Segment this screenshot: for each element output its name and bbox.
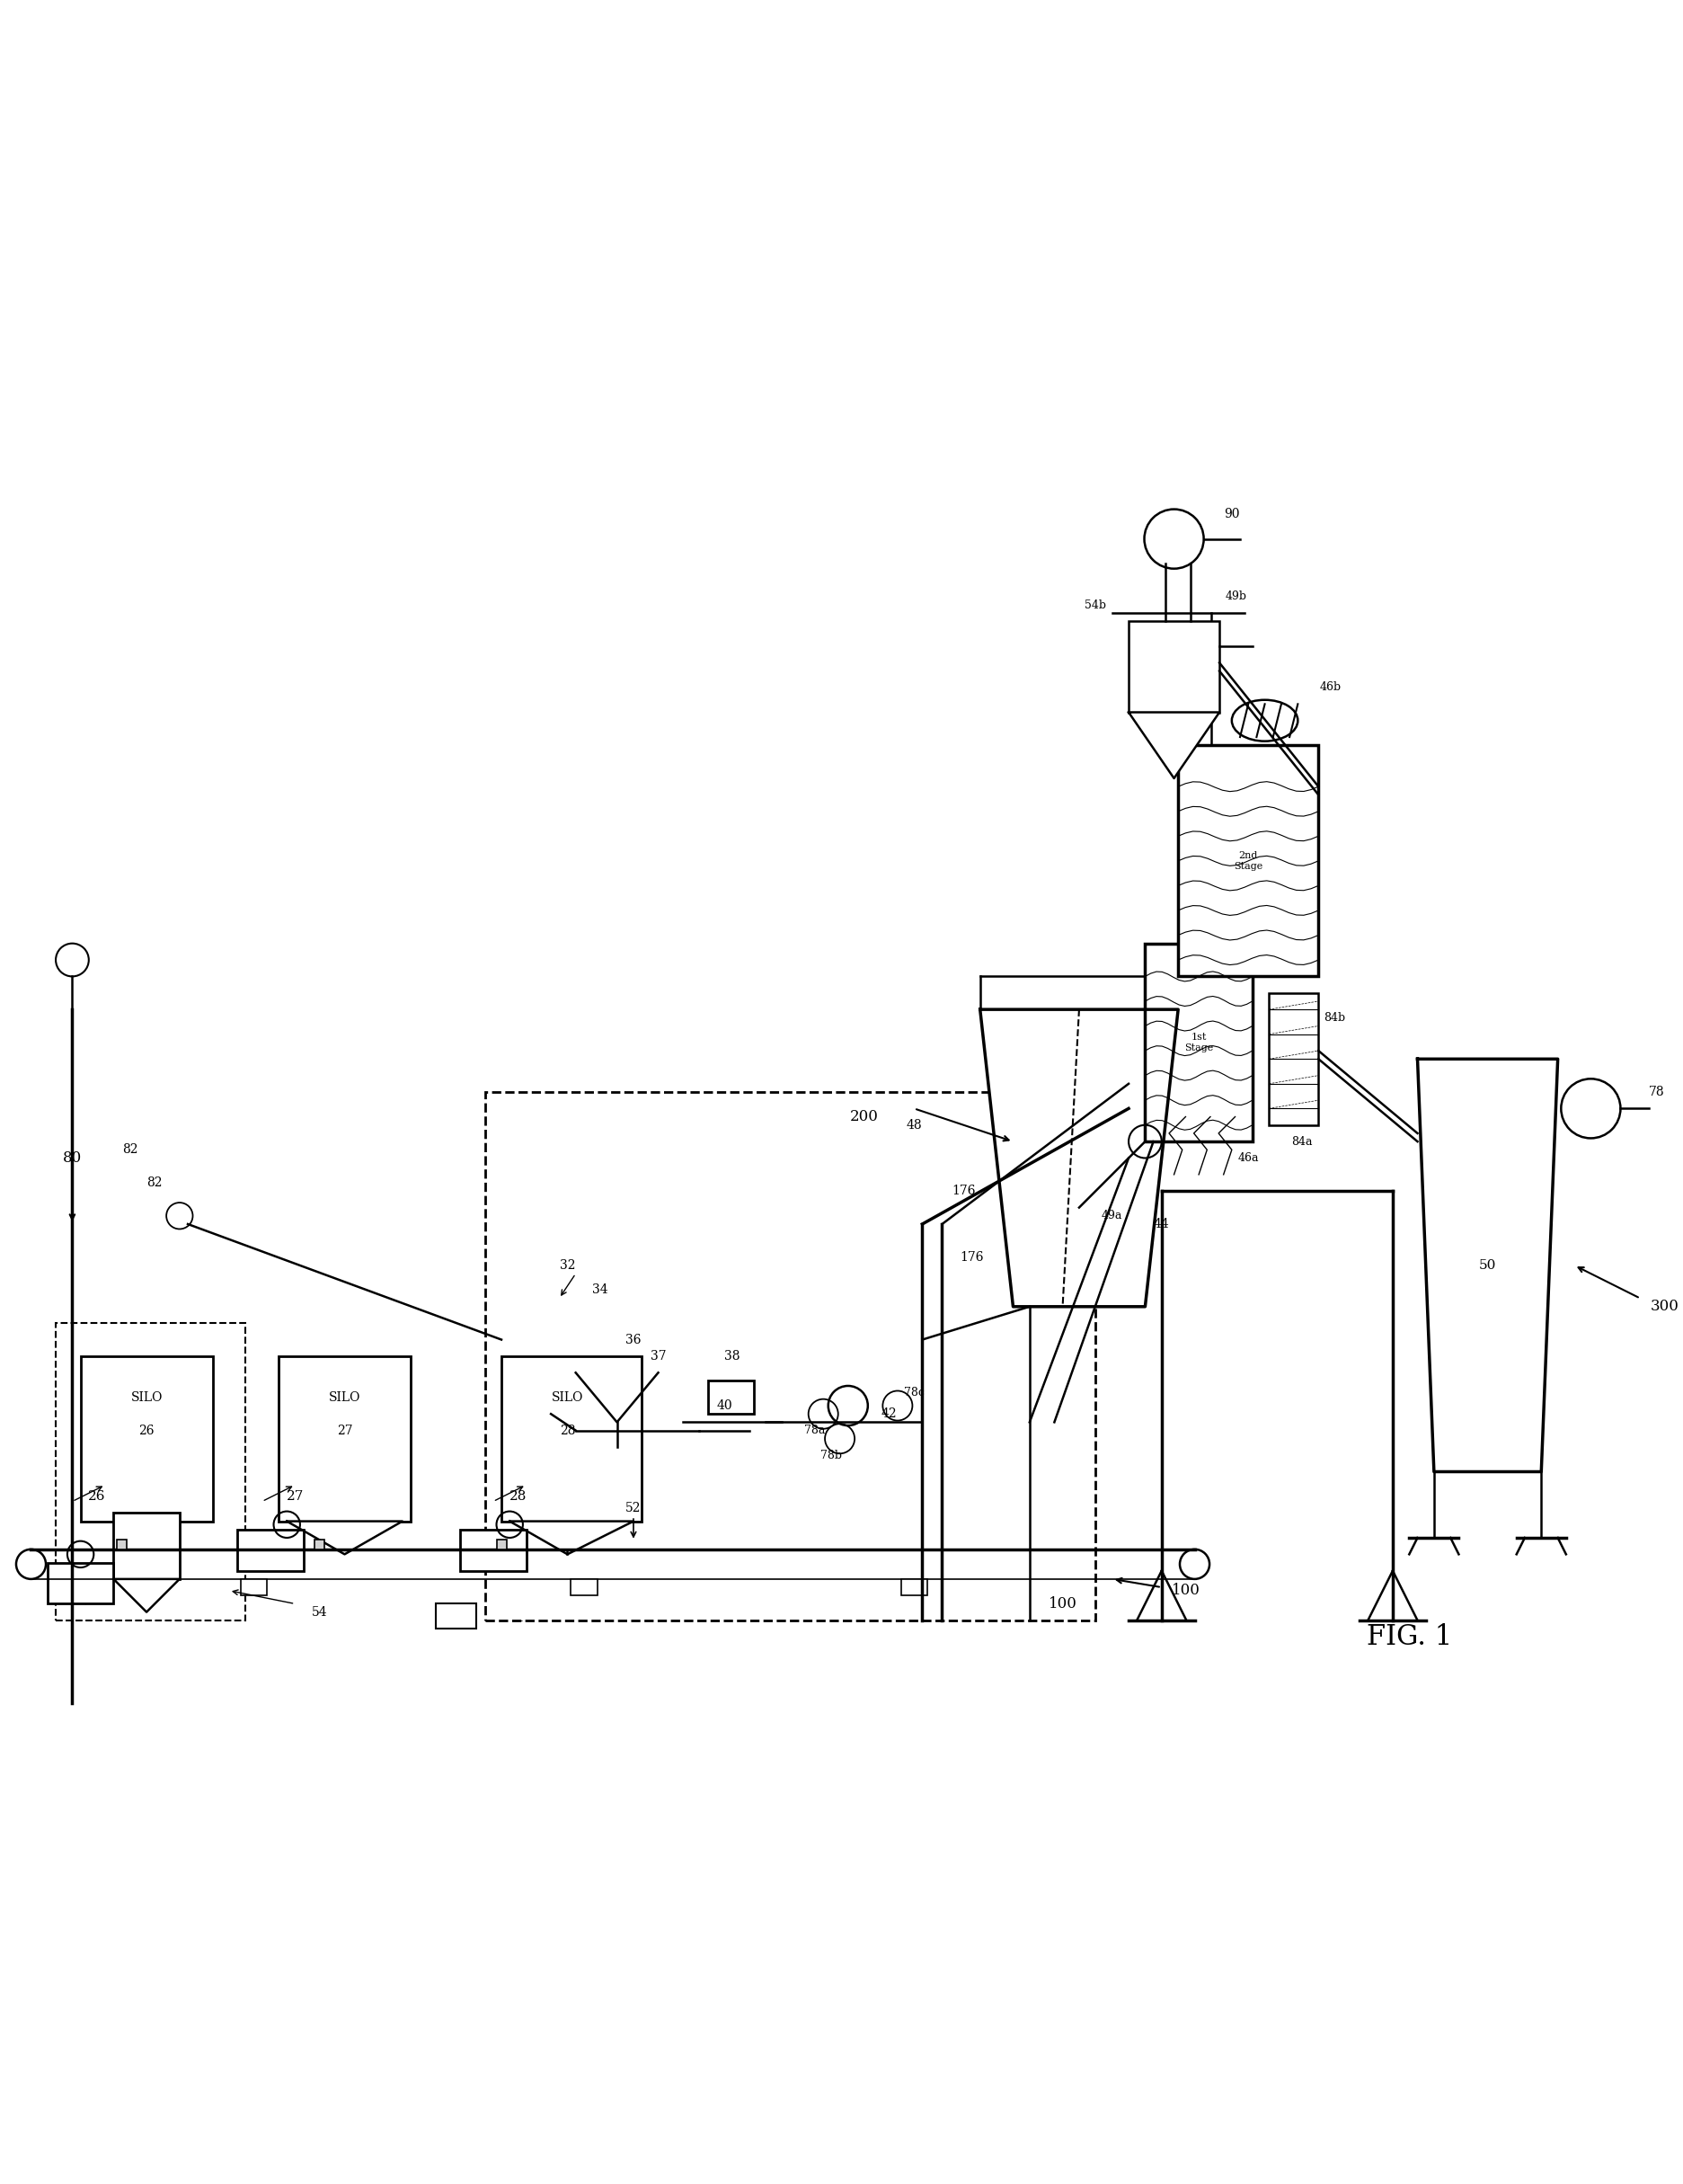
Text: 78b: 78b <box>820 1450 842 1461</box>
Text: 44: 44 <box>1153 1219 1170 1230</box>
Text: 42: 42 <box>880 1409 897 1420</box>
Text: 28: 28 <box>559 1424 576 1437</box>
Bar <box>113 1514 180 1579</box>
Text: 90: 90 <box>1224 509 1239 520</box>
Bar <box>1144 943 1252 1142</box>
Text: 40: 40 <box>715 1400 732 1413</box>
Text: 84a: 84a <box>1291 1136 1311 1147</box>
Text: 52: 52 <box>626 1503 641 1514</box>
Text: 78: 78 <box>1648 1085 1664 1099</box>
Bar <box>47 1562 113 1603</box>
Polygon shape <box>113 1579 180 1612</box>
Bar <box>436 1603 476 1629</box>
Text: 48: 48 <box>905 1118 922 1131</box>
Text: 1st
Stage: 1st Stage <box>1183 1033 1213 1053</box>
Bar <box>81 1356 212 1522</box>
Text: 54: 54 <box>311 1605 328 1618</box>
Bar <box>1178 745 1318 976</box>
Text: SILO: SILO <box>328 1391 360 1404</box>
Polygon shape <box>510 1522 633 1555</box>
Text: 26: 26 <box>138 1424 155 1437</box>
Text: 26: 26 <box>88 1489 106 1503</box>
Text: SILO: SILO <box>552 1391 582 1404</box>
Text: 80: 80 <box>62 1151 82 1166</box>
Text: 54b: 54b <box>1084 598 1106 612</box>
Text: 46a: 46a <box>1237 1153 1259 1164</box>
Polygon shape <box>286 1522 402 1555</box>
Bar <box>241 1579 268 1597</box>
Bar <box>707 1380 754 1413</box>
Text: 27: 27 <box>337 1424 352 1437</box>
Text: SILO: SILO <box>131 1391 162 1404</box>
Bar <box>56 1324 246 1621</box>
Text: 2nd
Stage: 2nd Stage <box>1234 852 1262 871</box>
Text: 49a: 49a <box>1101 1210 1123 1221</box>
Polygon shape <box>1417 1059 1557 1472</box>
Text: 176: 176 <box>959 1251 983 1262</box>
Bar <box>278 1356 411 1522</box>
Text: 84b: 84b <box>1323 1011 1345 1024</box>
Text: 36: 36 <box>626 1334 641 1345</box>
Bar <box>315 1540 325 1548</box>
Text: 49b: 49b <box>1225 592 1245 603</box>
Text: 32: 32 <box>559 1258 576 1271</box>
Text: FIG. 1: FIG. 1 <box>1365 1623 1451 1651</box>
Bar <box>116 1540 126 1548</box>
Text: 46b: 46b <box>1319 681 1341 692</box>
Text: 38: 38 <box>724 1350 741 1363</box>
Bar <box>237 1529 303 1570</box>
Text: 100: 100 <box>1049 1597 1077 1612</box>
Polygon shape <box>1128 712 1218 778</box>
Bar <box>459 1529 525 1570</box>
Text: 100: 100 <box>1171 1583 1200 1599</box>
Text: 300: 300 <box>1649 1299 1678 1315</box>
Bar <box>502 1356 641 1522</box>
Text: —: — <box>513 1616 523 1625</box>
Text: 34: 34 <box>592 1284 608 1297</box>
Bar <box>496 1540 507 1548</box>
Text: 37: 37 <box>650 1350 666 1363</box>
Text: 28: 28 <box>508 1489 527 1503</box>
Bar <box>900 1579 927 1597</box>
Text: 78a: 78a <box>804 1424 825 1437</box>
Text: 78c: 78c <box>904 1387 924 1398</box>
Text: 82: 82 <box>146 1177 163 1188</box>
Text: 50: 50 <box>1478 1258 1496 1271</box>
Bar <box>485 1092 1096 1621</box>
Polygon shape <box>980 1009 1178 1306</box>
Bar <box>571 1579 597 1597</box>
Text: 27: 27 <box>286 1489 303 1503</box>
Text: 200: 200 <box>850 1109 879 1125</box>
Text: 82: 82 <box>123 1144 138 1155</box>
Bar <box>1128 622 1218 712</box>
Bar <box>1269 994 1318 1125</box>
Text: 176: 176 <box>951 1184 974 1197</box>
